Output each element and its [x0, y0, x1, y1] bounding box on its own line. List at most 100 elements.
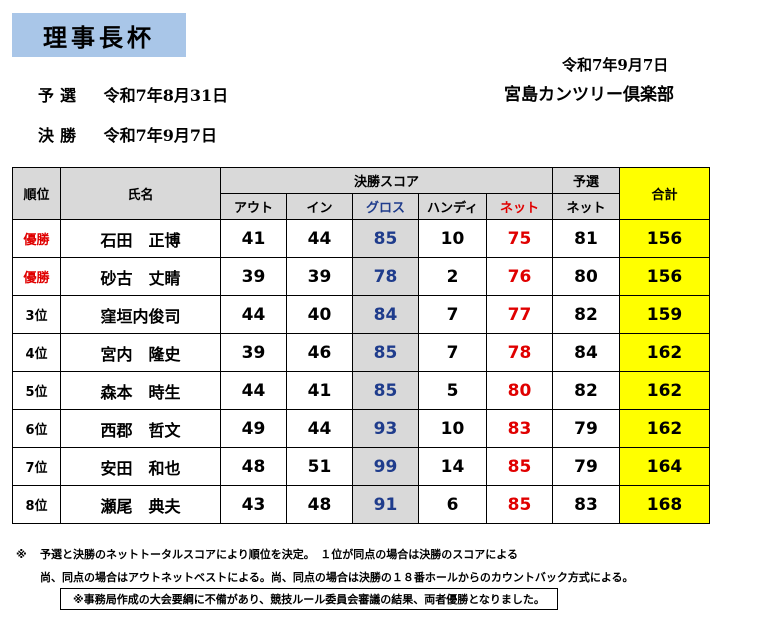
in-score: 51: [286, 447, 353, 486]
total-score: 159: [619, 295, 710, 334]
tiebreak-rule-note: 尚、同点の場合はアウトネットベストによる。尚、同点の場合は決勝の１８番ホールから…: [40, 571, 634, 584]
table-row: 8位 瀬尾 典夫 43 48 91 6 85 83 168: [12, 485, 710, 524]
in-score: 46: [286, 333, 353, 372]
in-score: 39: [286, 257, 353, 296]
joint-winner-notice: ※事務局作成の大会要綱に不備があり、競技ルール委員会審議の結果、両者優勝となりま…: [60, 588, 558, 610]
net-score: 75: [486, 219, 553, 258]
results-table: 順位 氏名 決勝スコア 予選 合計 アウト イン グロス ハンディ ネット ネッ…: [12, 167, 710, 524]
player-name: 瀬尾 典夫: [60, 485, 221, 524]
rank-cell: 優勝: [12, 257, 61, 296]
in-header: イン: [286, 193, 353, 220]
name-header: 氏名: [60, 167, 221, 220]
final-round-label: 決勝: [38, 126, 83, 145]
out-header: アウト: [220, 193, 287, 220]
player-name: 西郡 哲文: [60, 409, 221, 448]
rank-cell: 6位: [12, 409, 61, 448]
gross-score: 85: [352, 371, 419, 410]
net-score: 85: [486, 447, 553, 486]
prelim-net-header: ネット: [552, 193, 620, 220]
gross-score: 99: [352, 447, 419, 486]
prelim-net: 82: [552, 295, 620, 334]
prelim-round-label: 予選: [38, 86, 83, 105]
prelim-net: 80: [552, 257, 620, 296]
prelim-header: 予選: [552, 167, 620, 194]
handicap: 5: [418, 371, 487, 410]
net-score: 85: [486, 485, 553, 524]
prelim-net: 83: [552, 485, 620, 524]
in-score: 41: [286, 371, 353, 410]
gross-score: 85: [352, 333, 419, 372]
total-score: 162: [619, 409, 710, 448]
rank-cell: 4位: [12, 333, 61, 372]
net-score: 77: [486, 295, 553, 334]
out-score: 44: [220, 295, 287, 334]
rank-cell: 8位: [12, 485, 61, 524]
total-score: 168: [619, 485, 710, 524]
table-row: 6位 西郡 哲文 49 44 93 10 83 79 162: [12, 409, 710, 448]
total-score: 164: [619, 447, 710, 486]
total-score: 162: [619, 333, 710, 372]
rank-cell: 優勝: [12, 219, 61, 258]
page-title: 理事長杯: [12, 13, 186, 57]
gross-score: 78: [352, 257, 419, 296]
total-score: 156: [619, 257, 710, 296]
gross-header: グロス: [352, 193, 419, 220]
net-score: 78: [486, 333, 553, 372]
handicap: 7: [418, 295, 487, 334]
out-score: 41: [220, 219, 287, 258]
handicap: 2: [418, 257, 487, 296]
out-score: 39: [220, 333, 287, 372]
in-score: 48: [286, 485, 353, 524]
out-score: 44: [220, 371, 287, 410]
total-score: 156: [619, 219, 710, 258]
table-row: 5位 森本 時生 44 41 85 5 80 82 162: [12, 371, 710, 410]
table-row: 優勝 石田 正博 41 44 85 10 75 81 156: [12, 219, 710, 258]
club-name: 宮島カンツリー倶楽部: [504, 85, 674, 105]
net-score: 83: [486, 409, 553, 448]
player-name: 森本 時生: [60, 371, 221, 410]
out-score: 43: [220, 485, 287, 524]
in-score: 40: [286, 295, 353, 334]
rank-cell: 5位: [12, 371, 61, 410]
player-name: 安田 和也: [60, 447, 221, 486]
gross-score: 93: [352, 409, 419, 448]
table-row: 7位 安田 和也 48 51 99 14 85 79 164: [12, 447, 710, 486]
player-name: 砂古 丈睛: [60, 257, 221, 296]
ranking-rule-note: ※ 予選と決勝のネットトータルスコアにより順位を決定。 １位が同点の場合は決勝のス…: [16, 546, 518, 562]
rank-cell: 3位: [12, 295, 61, 334]
player-name: 石田 正博: [60, 219, 221, 258]
net-score: 76: [486, 257, 553, 296]
table-row: 3位 窪垣内俊司 44 40 84 7 77 82 159: [12, 295, 710, 334]
out-score: 49: [220, 409, 287, 448]
out-score: 48: [220, 447, 287, 486]
note-mark: ※: [16, 548, 27, 561]
ranking-rule-text: 予選と決勝のネットトータルスコアにより順位を決定。 １位が同点の場合は決勝のスコ…: [40, 548, 518, 561]
final-round-line: 決勝 令和7年9月7日: [38, 122, 217, 146]
rank-header: 順位: [12, 167, 61, 220]
handicap: 14: [418, 447, 487, 486]
final-round-date: 令和7年9月7日: [103, 126, 217, 145]
prelim-net: 84: [552, 333, 620, 372]
handicap: 10: [418, 219, 487, 258]
prelim-net: 81: [552, 219, 620, 258]
total-score: 162: [619, 371, 710, 410]
gross-score: 91: [352, 485, 419, 524]
header-date: 令和7年9月7日: [562, 56, 669, 74]
rank-cell: 7位: [12, 447, 61, 486]
net-score: 80: [486, 371, 553, 410]
handicap: 7: [418, 333, 487, 372]
final-score-header: 決勝スコア: [220, 167, 553, 194]
prelim-round-date: 令和7年8月31日: [103, 86, 229, 105]
total-header: 合計: [619, 167, 710, 220]
prelim-net: 82: [552, 371, 620, 410]
in-score: 44: [286, 409, 353, 448]
prelim-net: 79: [552, 447, 620, 486]
handicap: 10: [418, 409, 487, 448]
prelim-net: 79: [552, 409, 620, 448]
table-row: 4位 宮内 隆史 39 46 85 7 78 84 162: [12, 333, 710, 372]
in-score: 44: [286, 219, 353, 258]
net-header: ネット: [486, 193, 553, 220]
handicap: 6: [418, 485, 487, 524]
player-name: 宮内 隆史: [60, 333, 221, 372]
prelim-round-line: 予選 令和7年8月31日: [38, 82, 228, 106]
